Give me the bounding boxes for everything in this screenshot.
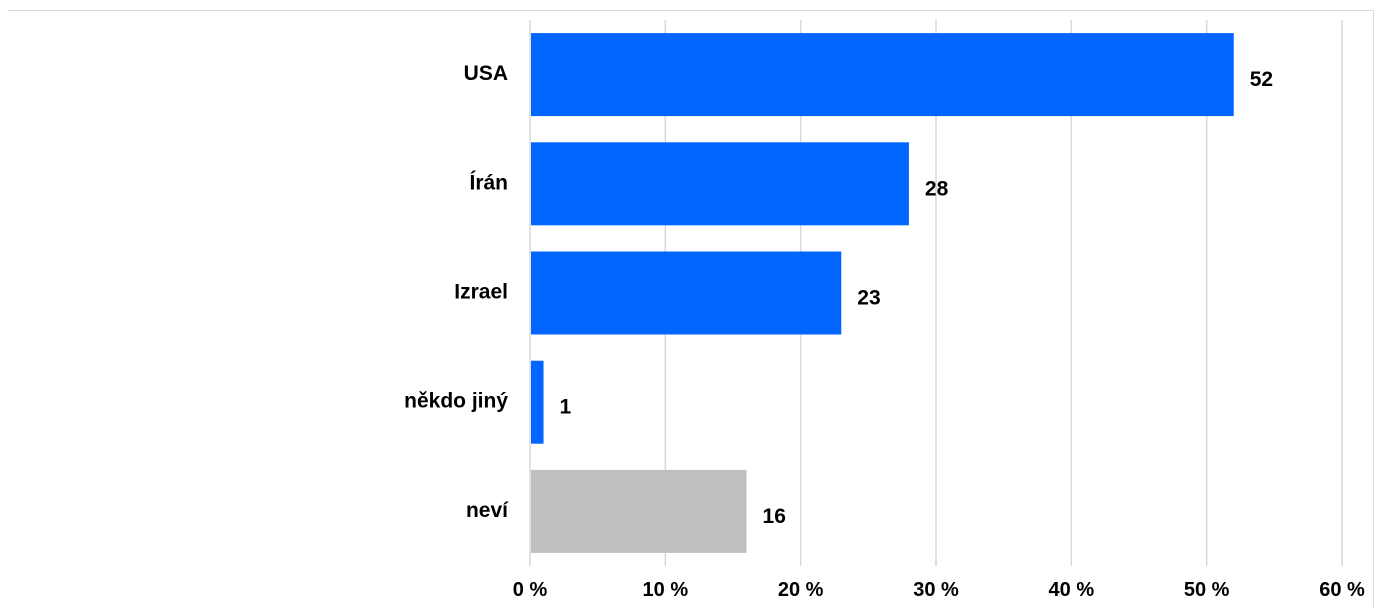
bar [531, 142, 909, 226]
x-tick-label: 10 % [643, 579, 689, 601]
x-tick-label: 60 % [1319, 579, 1365, 601]
category-label: Izrael [454, 281, 508, 304]
x-tick-label: 40 % [1049, 579, 1095, 601]
bar [531, 360, 544, 444]
bar [531, 251, 842, 335]
x-tick-label: 0 % [513, 579, 548, 601]
chart-frame [8, 10, 1374, 608]
x-tick-label: 30 % [913, 579, 959, 601]
data-label: 23 [857, 287, 880, 310]
x-tick-label: 50 % [1184, 579, 1230, 601]
bar [531, 33, 1234, 117]
data-label: 52 [1250, 68, 1273, 91]
data-label: 28 [925, 177, 949, 200]
category-label: USA [464, 62, 508, 85]
bar [531, 469, 747, 553]
x-tick-label: 20 % [778, 579, 824, 601]
category-label: Írán [469, 171, 508, 194]
data-label: 1 [560, 396, 572, 419]
data-label: 16 [763, 505, 786, 528]
category-label: někdo jiný [404, 390, 508, 413]
category-label: neví [466, 499, 509, 522]
